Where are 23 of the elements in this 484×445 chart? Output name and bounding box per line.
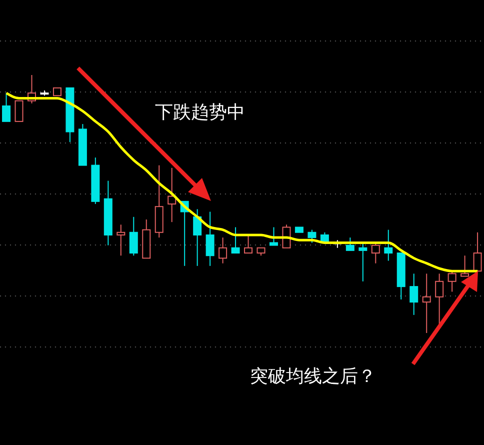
candlestick [358,242,368,282]
candlestick [384,229,393,262]
candlestick [129,216,138,256]
candlestick [218,237,228,264]
candlestick [244,234,253,254]
candlestick [269,226,278,246]
candlestick [346,237,354,251]
candlestick [206,211,214,266]
candlestick [435,273,444,326]
candlestick [410,273,418,316]
candlestick [116,224,126,256]
candlestick [2,92,11,122]
candlestick [460,255,470,277]
candlestick [168,167,176,223]
candlestick [371,242,380,264]
text: 突破均线之后？ [250,366,376,387]
candlestick [231,226,240,254]
candlestick [308,229,316,244]
candlestick [14,100,24,122]
candlestick [448,270,456,292]
candlestick [422,273,431,333]
candlestick [193,208,202,266]
annotation: 下跌趋势中 [155,102,245,123]
